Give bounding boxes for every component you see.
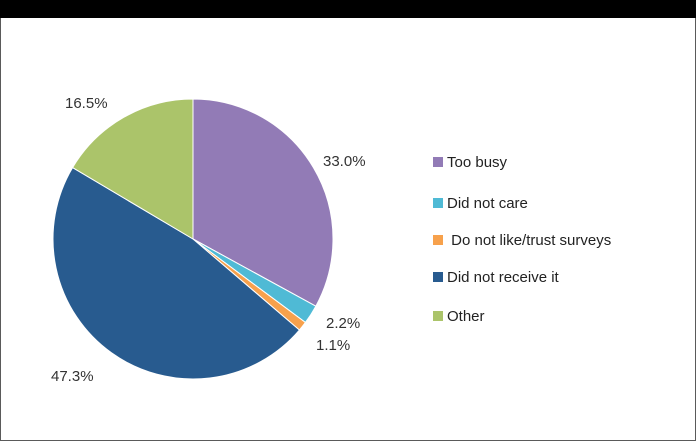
legend-label-other: Other: [447, 308, 485, 325]
legend-label-too-busy: Too busy: [447, 154, 508, 171]
legend-label-did-not-receive: Did not receive it: [447, 269, 560, 286]
legend-swatch-other: [433, 311, 443, 321]
data-label-did-not-care: 2.2%: [326, 315, 360, 332]
legend-swatch-did-not-receive: [433, 272, 443, 282]
top-bar-rect: [0, 0, 696, 18]
legend-swatch-too-busy: [433, 157, 443, 167]
data-label-did-not-receive: 47.3%: [51, 368, 94, 385]
legend-label-do-not-like-trust: Do not like/trust surveys: [447, 232, 611, 249]
pie-slices: [52, 98, 334, 380]
data-label-too-busy: 33.0%: [323, 153, 366, 170]
legend: Too busy Did not care Do not like/trust …: [433, 154, 611, 325]
legend-label-did-not-care: Did not care: [447, 195, 528, 212]
data-label-other: 16.5%: [65, 95, 108, 112]
pie-slice-did-not-receive: [52, 166, 301, 380]
legend-swatch-do-not-like-trust: [433, 235, 443, 245]
pie-slice-other: [71, 98, 194, 240]
data-label-do-not-like-trust: 1.1%: [316, 337, 350, 354]
pie-slice-too-busy: [192, 98, 334, 307]
legend-swatch-did-not-care: [433, 198, 443, 208]
